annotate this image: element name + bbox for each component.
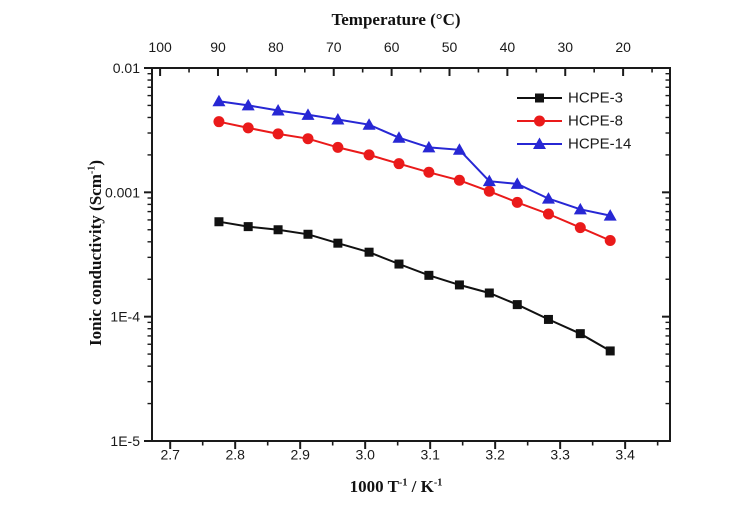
x-axis-title-sup1: -1 xyxy=(398,477,408,489)
plot-frame xyxy=(151,67,671,442)
square-marker xyxy=(512,300,522,310)
square-marker xyxy=(364,247,374,257)
circle-marker xyxy=(423,166,435,178)
top-tick-label: 20 xyxy=(615,39,631,55)
top-axis-title: Temperature (°C) xyxy=(331,10,461,29)
top-tick-label: 100 xyxy=(148,39,172,55)
x-tick-label: 3.4 xyxy=(615,446,635,462)
legend-item-hcpe-14: HCPE-14 xyxy=(517,136,631,153)
square-marker xyxy=(484,288,494,298)
top-tick-label: 40 xyxy=(500,39,516,55)
square-marker xyxy=(543,314,553,324)
triangle-marker xyxy=(541,192,555,204)
y-tick-label: 1E-4 xyxy=(110,309,140,325)
series-line xyxy=(218,100,611,217)
x-axis-title-sup2: -1 xyxy=(433,477,443,489)
square-marker xyxy=(605,346,615,356)
triangle-marker xyxy=(573,202,587,215)
triangle-marker xyxy=(603,209,617,221)
square-marker xyxy=(394,259,404,269)
triangle-marker xyxy=(331,113,345,125)
square-marker xyxy=(424,270,434,280)
top-tick-label: 80 xyxy=(268,39,284,55)
circle-marker xyxy=(511,196,523,208)
circle-marker xyxy=(574,222,586,234)
triangle-marker xyxy=(212,94,226,107)
triangle-marker xyxy=(482,174,496,187)
square-marker xyxy=(454,280,464,290)
y-axis-title-text: Ionic conductivity (Scm xyxy=(86,174,105,347)
top-tick-label: 50 xyxy=(442,39,458,55)
series-hcpe-3 xyxy=(214,217,615,356)
legend: HCPE-3 HCPE-8 HCPE-14 xyxy=(517,90,631,153)
top-tick-label: 60 xyxy=(384,39,400,55)
triangle-marker xyxy=(533,137,546,149)
x-tick-label: 2.7 xyxy=(160,446,180,462)
circle-marker xyxy=(302,133,314,145)
x-tick-label: 3.1 xyxy=(420,446,440,462)
x-tick-label: 3.3 xyxy=(550,446,570,462)
series-line xyxy=(218,120,611,242)
circle-marker xyxy=(534,115,545,127)
x-tick-label: 2.8 xyxy=(225,446,245,462)
series-line xyxy=(218,220,611,352)
triangle-marker xyxy=(362,118,376,130)
series-hcpe-8 xyxy=(213,116,616,246)
y-tick-label: 0.01 xyxy=(113,60,140,76)
square-marker xyxy=(273,225,283,235)
circle-marker xyxy=(242,122,254,134)
y-axis-title-text2: ) xyxy=(86,159,105,166)
legend-label: HCPE-3 xyxy=(568,90,623,107)
square-marker xyxy=(303,229,313,239)
triangle-marker xyxy=(392,131,406,143)
circle-marker xyxy=(542,208,554,220)
triangle-marker xyxy=(241,98,255,111)
x-axis-title-text: 1000 T xyxy=(349,477,399,496)
triangle-marker xyxy=(452,143,466,155)
square-marker xyxy=(333,238,343,248)
triangle-marker xyxy=(422,140,436,153)
legend-item-hcpe-3: HCPE-3 xyxy=(517,90,623,107)
y-tick-label: 1E-5 xyxy=(110,433,140,449)
circle-marker xyxy=(363,149,375,161)
y-tick-label: 0.001 xyxy=(105,184,140,200)
x-tick-label: 2.9 xyxy=(290,446,310,462)
x-axis-title: 1000 T-1 / K-1 xyxy=(350,477,443,497)
y-axis-title: Ionic conductivity (Scm-1) xyxy=(86,160,106,346)
circle-marker xyxy=(393,158,405,170)
top-tick-label: 90 xyxy=(210,39,226,55)
circle-marker xyxy=(483,185,495,197)
circle-marker xyxy=(213,116,225,128)
top-tick-label: 70 xyxy=(326,39,342,55)
top-axis: 100 90 80 70 60 50 40 30 20 xyxy=(148,39,653,76)
square-marker xyxy=(214,217,224,227)
triangle-marker xyxy=(301,108,315,120)
series-hcpe-14 xyxy=(212,94,617,221)
legend-label: HCPE-14 xyxy=(568,136,631,153)
circle-marker xyxy=(604,234,616,246)
x-tick-label: 3.2 xyxy=(485,446,505,462)
square-marker xyxy=(243,222,253,232)
bottom-axis: 2.7 2.8 2.9 3.0 3.1 3.2 3.3 3.4 xyxy=(160,441,659,462)
legend-item-hcpe-8: HCPE-8 xyxy=(517,113,623,130)
circle-marker xyxy=(272,128,284,140)
x-tick-label: 3.0 xyxy=(355,446,375,462)
y-axis-title-sup: -1 xyxy=(86,165,98,175)
triangle-marker xyxy=(271,104,285,116)
circle-marker xyxy=(453,174,465,186)
square-marker xyxy=(535,93,544,103)
legend-label: HCPE-8 xyxy=(568,113,623,130)
square-marker xyxy=(575,329,585,339)
triangle-marker xyxy=(510,177,524,189)
y-axes: 0.01 0.001 1E-4 1E-5 xyxy=(105,60,670,449)
top-tick-label: 30 xyxy=(557,39,573,55)
circle-marker xyxy=(332,141,344,153)
x-axis-title-text2: / K xyxy=(407,477,434,496)
